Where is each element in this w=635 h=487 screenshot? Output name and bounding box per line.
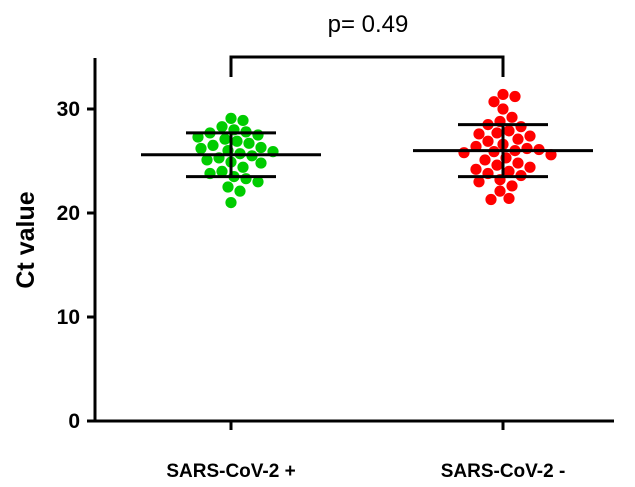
data-point	[482, 135, 494, 147]
data-point	[491, 159, 503, 171]
y-tick-label: 0	[68, 410, 80, 433]
data-point	[524, 161, 536, 173]
data-point	[252, 129, 264, 141]
x-category-label: SARS-CoV-2 +	[166, 461, 295, 482]
data-point	[488, 96, 500, 108]
y-axis-ticks: 0 10 20 30	[57, 98, 95, 433]
data-point	[503, 125, 515, 137]
data-point	[491, 127, 503, 139]
data-point	[512, 133, 524, 145]
data-point	[524, 130, 536, 142]
data-point	[512, 157, 524, 169]
data-point	[473, 128, 485, 140]
data-point	[219, 133, 231, 145]
x-axis-labels: SARS-CoV-2 + SARS-CoV-2 -	[166, 421, 565, 482]
mean-sd-bars	[141, 123, 593, 179]
data-point	[470, 163, 482, 175]
y-axis-title: Ct value	[12, 191, 40, 288]
data-point	[225, 197, 237, 209]
data-point	[240, 173, 252, 185]
data-point	[255, 157, 267, 169]
data-point	[237, 114, 249, 127]
data-point	[222, 181, 234, 193]
data-point	[252, 176, 264, 188]
y-tick-label: 20	[57, 202, 80, 225]
data-point	[201, 154, 213, 166]
data-point	[494, 185, 506, 197]
data-point	[506, 111, 518, 123]
data-point	[473, 176, 485, 188]
significance-bracket	[229, 55, 505, 77]
data-point	[243, 137, 255, 149]
data-point	[237, 161, 249, 173]
data-point	[255, 141, 267, 154]
data-point	[521, 142, 533, 155]
p-value-annotation: p= 0.49	[328, 11, 409, 38]
data-point	[216, 121, 228, 133]
data-point	[195, 142, 207, 155]
x-category-label: SARS-CoV-2 -	[441, 461, 566, 482]
data-point	[509, 90, 521, 103]
data-point	[479, 154, 491, 166]
y-tick-label: 30	[57, 98, 80, 121]
data-point	[515, 121, 527, 133]
data-point	[497, 88, 509, 101]
data-point	[225, 112, 237, 124]
data-point	[503, 192, 515, 205]
data-point	[207, 139, 219, 151]
y-tick-label: 10	[57, 306, 80, 329]
data-point	[485, 193, 497, 206]
data-point	[231, 135, 243, 147]
data-point	[458, 147, 470, 159]
data-point	[234, 185, 246, 197]
data-point	[506, 180, 518, 192]
data-point	[503, 165, 515, 177]
data-point	[497, 103, 509, 115]
data-point	[216, 165, 228, 177]
